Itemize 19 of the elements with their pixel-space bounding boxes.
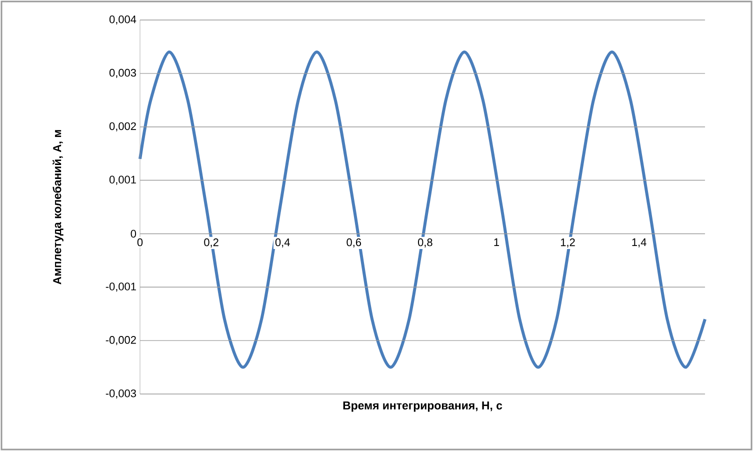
y-tick-label: 0 — [130, 230, 136, 238]
x-tick-label: 0,8 — [418, 238, 432, 248]
x-tick-label: 0,2 — [204, 238, 218, 248]
y-tick-label: 0,002 — [109, 122, 136, 132]
x-tick-label: 0,4 — [275, 238, 290, 248]
x-tick-label: 0,6 — [346, 238, 362, 248]
y-axis-title: Амплетуда колебаний, А, м — [52, 130, 64, 284]
x-tick-label: 1 — [494, 238, 499, 246]
x-tick-label: 1,2 — [560, 238, 575, 248]
x-tick-label: 0 — [137, 238, 143, 246]
x-tick-label: 1,4 — [632, 238, 646, 248]
y-tick-label: -0,003 — [106, 389, 136, 399]
y-tick-label: 0,001 — [109, 176, 136, 185]
y-tick-label: -0,001 — [106, 282, 136, 292]
y-tick-label: 0,004 — [109, 15, 136, 25]
y-tick-label: -0,002 — [106, 336, 136, 346]
x-axis-title: Время интегрирования, Н, с — [343, 402, 502, 412]
y-tick-label: 0,003 — [109, 68, 136, 78]
line-series — [138, 50, 707, 369]
